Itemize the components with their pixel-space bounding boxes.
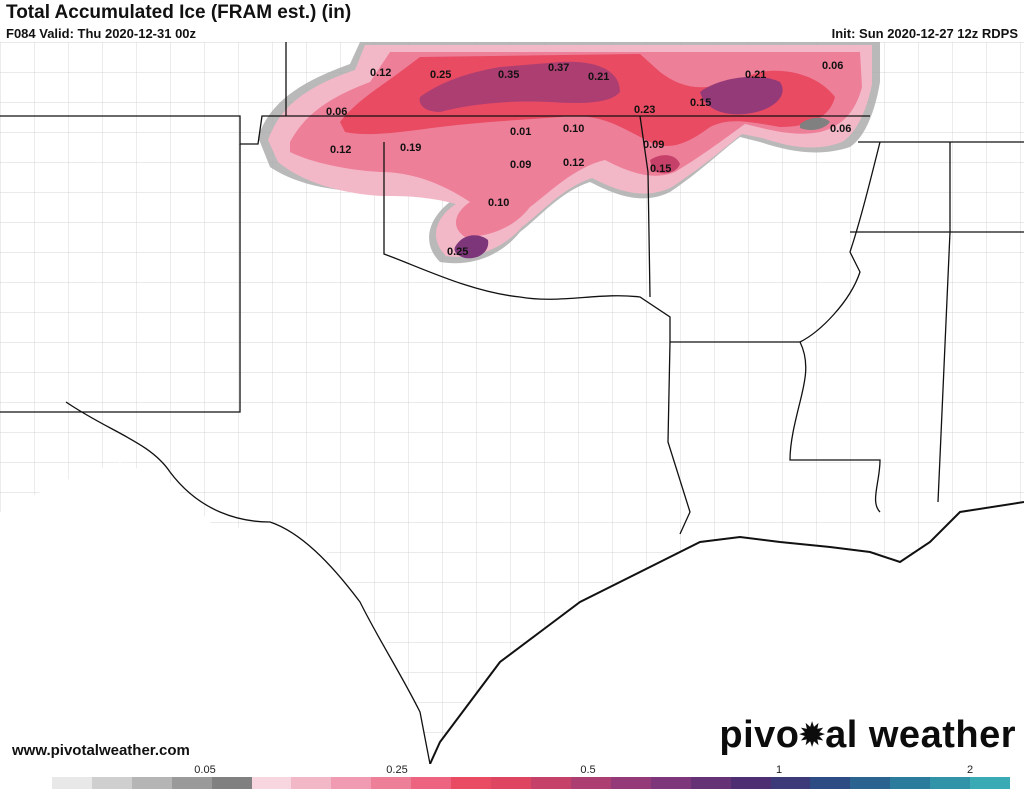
color-scale-segment	[331, 777, 372, 789]
valid-time: F084 Valid: Thu 2020-12-31 00z	[6, 26, 197, 41]
color-scale-segment	[291, 777, 332, 789]
color-scale-segment	[690, 777, 731, 789]
scale-tick-label: 0.5	[580, 764, 596, 776]
pivotal-weather-logo: pivo✹al weather	[719, 714, 1016, 757]
logo-text-right: al weather	[825, 714, 1016, 756]
value-label: 0.12	[370, 67, 391, 79]
logo-text-left: pivo	[719, 714, 800, 756]
color-scale-segment	[610, 777, 651, 789]
color-scale-segment	[491, 777, 531, 789]
value-label: 0.12	[330, 144, 351, 156]
site-url[interactable]: www.pivotalweather.com	[12, 742, 190, 759]
color-scale-segment	[730, 777, 771, 789]
color-scale-segment	[930, 777, 971, 789]
scale-tick-label: 0.05	[194, 764, 216, 776]
init-time: Init: Sun 2020-12-27 12z RDPS	[831, 26, 1018, 41]
ice-shading	[258, 42, 880, 264]
value-label: 0.19	[400, 142, 421, 154]
map-canvas[interactable]: 0.12 0.25 0.35 0.37 0.21 0.21 0.06 0.06 …	[0, 42, 1024, 764]
scale-tick-label: 1	[775, 764, 783, 776]
value-label: 0.06	[326, 106, 347, 118]
value-label: 0.06	[822, 60, 843, 72]
value-label: 0.21	[588, 71, 609, 83]
value-label: 0.10	[563, 123, 584, 135]
gulf-water	[420, 502, 1024, 764]
color-scale-segment	[411, 777, 452, 789]
value-label: 0.25	[430, 69, 451, 81]
color-scale-segment	[970, 777, 1011, 789]
color-scale-segment	[91, 777, 132, 789]
value-label: 0.10	[488, 197, 509, 209]
color-scale-segment	[51, 777, 92, 789]
coastline	[429, 501, 1024, 764]
mexico-area	[0, 462, 430, 764]
color-scale-segment	[810, 777, 851, 789]
weather-map: 0.12 0.25 0.35 0.37 0.21 0.21 0.06 0.06 …	[0, 42, 1024, 764]
color-scale-segment	[251, 777, 292, 789]
value-label: 0.21	[745, 69, 766, 81]
value-label: 0.37	[548, 62, 569, 74]
value-label: 0.35	[498, 69, 519, 81]
color-scale-segment	[530, 777, 571, 789]
value-label: 0.23	[634, 104, 655, 116]
value-label: 0.25	[447, 246, 468, 258]
color-scale-bar	[12, 777, 1011, 789]
value-label: 0.01	[510, 126, 531, 138]
color-scale-segment	[171, 777, 212, 789]
ice-value-labels: 0.12 0.25 0.35 0.37 0.21 0.21 0.06 0.06 …	[326, 60, 851, 258]
color-scale-segment	[211, 777, 252, 789]
value-label: 0.09	[643, 139, 664, 151]
scale-tick-label: 2	[966, 764, 974, 776]
color-scale-segment	[451, 777, 492, 789]
color-scale-segment	[770, 777, 811, 789]
color-scale-segment	[650, 777, 691, 789]
color-scale-segment	[131, 777, 172, 789]
color-scale-segment	[570, 777, 611, 789]
state-borders	[0, 42, 1024, 764]
gear-icon: ✹	[799, 719, 826, 752]
value-label: 0.15	[650, 163, 671, 175]
color-scale-segment	[890, 777, 931, 789]
color-scale-segment	[850, 777, 891, 789]
value-label: 0.12	[563, 157, 584, 169]
value-label: 0.06	[830, 123, 851, 135]
value-label: 0.09	[510, 159, 531, 171]
scale-tick-label: 0.25	[386, 764, 408, 776]
color-scale-segment	[12, 777, 52, 789]
map-title: Total Accumulated Ice (FRAM est.) (in)	[6, 2, 352, 23]
value-label: 0.15	[690, 97, 711, 109]
color-scale-segment	[371, 777, 412, 789]
